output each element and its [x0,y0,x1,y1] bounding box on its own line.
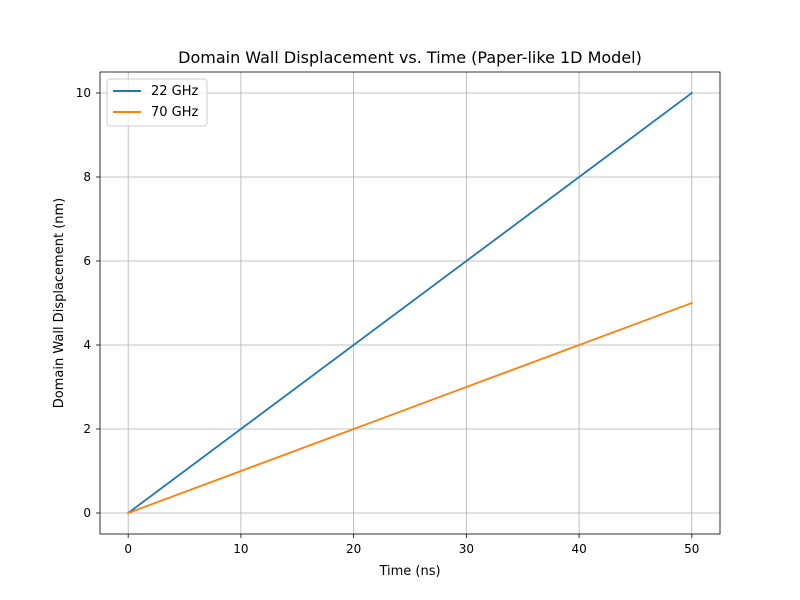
y-axis-ticks: 0 2 4 6 8 10 [76,86,100,520]
y-tick-label: 10 [76,86,91,100]
series-lines [126,91,694,515]
plot-area-frame [99,71,721,535]
x-axis-label: Time (ns) [378,564,440,579]
x-axis-ticks: 0 10 20 30 40 50 [124,534,699,556]
x-tick-label: 20 [346,542,361,556]
y-tick-label: 2 [83,422,91,436]
legend: 22 GHz 70 GHz [106,78,208,127]
x-tick-label: 10 [233,542,248,556]
grid-lines [100,72,720,534]
chart-title: Domain Wall Displacement vs. Time (Paper… [178,48,642,67]
series-line-22ghz [126,91,694,515]
x-tick-label: 50 [684,542,699,556]
series-line-70ghz [127,301,693,515]
x-tick-label: 0 [124,542,132,556]
y-tick-label: 8 [83,170,91,184]
legend-label-22ghz: 22 GHz [151,84,199,99]
y-tick-label: 0 [83,506,91,520]
y-tick-label: 4 [83,338,91,352]
legend-label-70ghz: 70 GHz [151,105,199,120]
y-tick-label: 6 [83,254,91,268]
x-tick-label: 30 [459,542,474,556]
y-axis-label: Domain Wall Displacement (nm) [52,198,67,408]
x-tick-label: 40 [571,542,586,556]
